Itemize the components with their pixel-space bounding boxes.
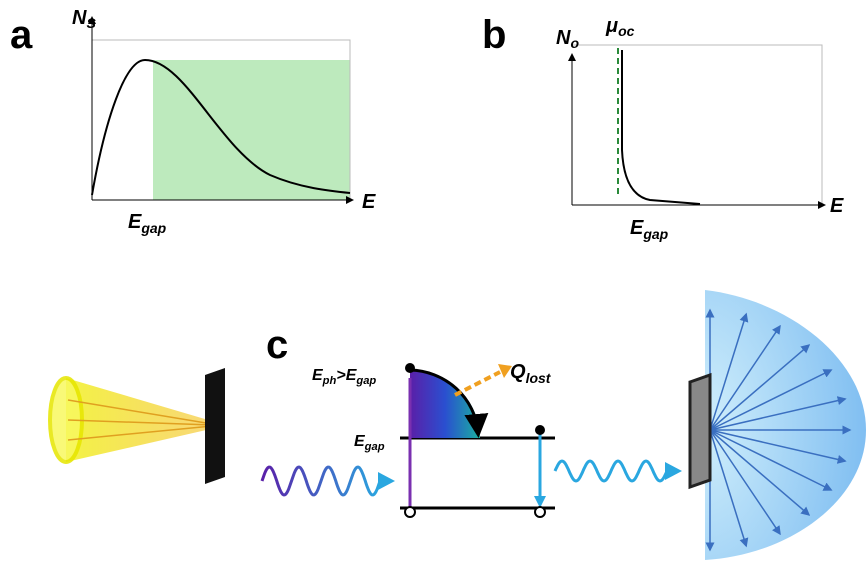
x-axis-label: E <box>830 195 844 217</box>
panel-label: b <box>482 13 506 57</box>
figure: a NS E Egap b No μoc E Egap c Eph>Egap Q… <box>0 0 866 562</box>
panel-label: c <box>266 323 288 367</box>
marker-label: Egap <box>128 211 167 236</box>
line-label: μoc <box>605 15 635 39</box>
heat-arrow <box>455 372 500 395</box>
y-axis-label: No <box>556 27 579 51</box>
panel-label: a <box>10 13 33 57</box>
y-axis-label: NS <box>72 7 96 31</box>
frame <box>572 45 822 205</box>
heat-label: Qlost <box>510 361 552 386</box>
electron <box>535 425 545 435</box>
marker-label: Egap <box>630 217 669 242</box>
electron <box>405 363 415 373</box>
cell <box>690 375 710 487</box>
photon-wave <box>262 467 380 495</box>
hole <box>535 507 545 517</box>
shaded-region <box>153 60 350 200</box>
arrowhead <box>665 462 682 480</box>
hole <box>405 507 415 517</box>
arrowhead <box>378 472 395 490</box>
gap-label: Egap <box>354 433 385 453</box>
emission-wave <box>555 461 667 481</box>
curve <box>622 50 700 204</box>
photon-label: Eph>Egap <box>312 367 376 387</box>
cell <box>205 368 225 484</box>
x-axis-label: E <box>362 191 376 213</box>
